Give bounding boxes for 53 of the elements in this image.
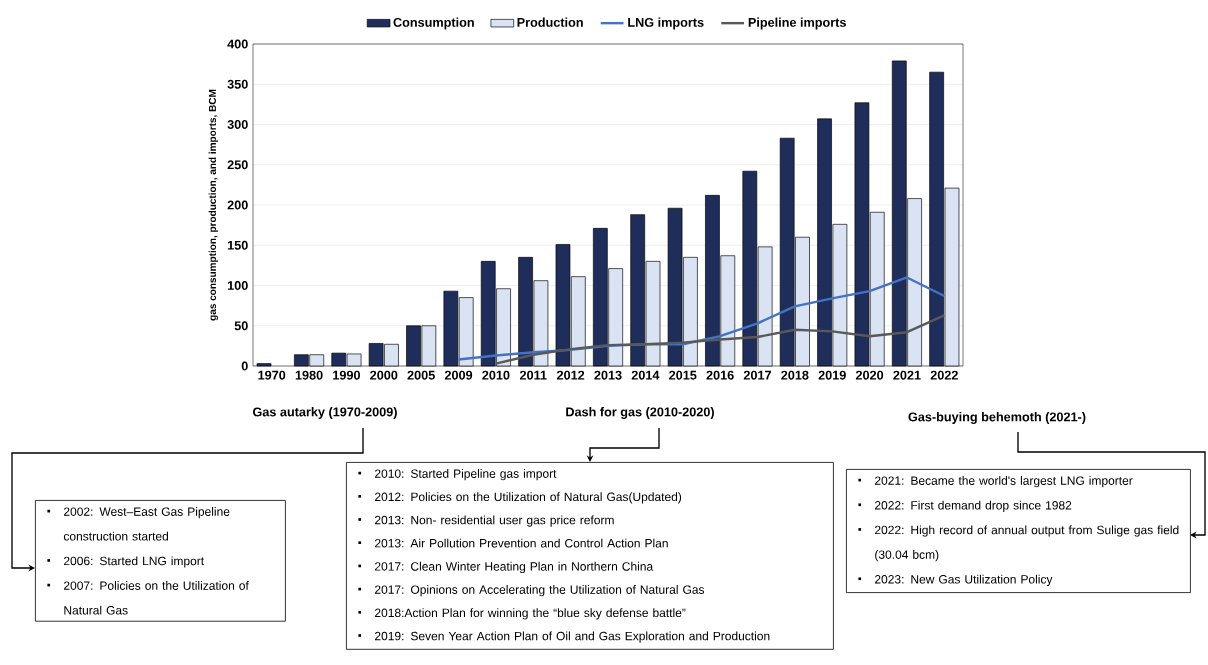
y-tick-label: 300 bbox=[227, 120, 248, 129]
text: Dash for gas (2010-2020) bbox=[566, 407, 714, 419]
text: 2022: High record of annual output from Sulige gas field (30.04 bcm) bbox=[875, 525, 1179, 562]
x-tick-label: 1970 bbox=[258, 370, 286, 380]
text: 2018:Action Plan for winning the “blue sky defense battle” bbox=[375, 608, 686, 620]
x-tick-label: 2011 bbox=[519, 370, 547, 380]
text: 2017: Clean Winter Heating Plan in Northern China bbox=[375, 561, 654, 574]
y-tick-label: 200 bbox=[227, 200, 248, 210]
x-tick-label: 2020 bbox=[855, 370, 884, 380]
legend-label: Pipeline imports bbox=[748, 17, 846, 30]
y-tick-label: 50 bbox=[234, 321, 248, 331]
text: 2006: Started LNG import bbox=[64, 556, 205, 568]
y-tick-label: 250 bbox=[227, 160, 248, 170]
y-axis-title: gas consumption, production, and imports, BCM bbox=[208, 89, 218, 321]
x-tick-label: 1990 bbox=[333, 370, 360, 380]
legend-label: LNG imports bbox=[628, 17, 704, 30]
x-tick-label: 2000 bbox=[370, 370, 398, 380]
x-tick-label: 2009 bbox=[444, 370, 473, 380]
x-tick-label: 2015 bbox=[669, 370, 697, 380]
x-tick-label: 2017 bbox=[743, 370, 771, 380]
y-tick-label: 400 bbox=[227, 39, 248, 49]
x-tick-label: 2005 bbox=[407, 370, 435, 380]
x-tick-label: 2014 bbox=[631, 370, 660, 380]
x-tick-label: 2016 bbox=[706, 370, 734, 380]
text: Gas-buying behemoth (2021-) bbox=[908, 412, 1086, 424]
x-tick-label: 2019 bbox=[818, 370, 846, 380]
text: 2019: Seven Year Action Plan of Oil and Gas Exploration and Production bbox=[375, 631, 770, 643]
x-tick-label: 2013 bbox=[594, 370, 622, 380]
text: 2017: Opinions on Accelerating the Utilization of Natural Gas bbox=[375, 585, 705, 597]
line-series bbox=[494, 314, 946, 365]
text: 2013: Non- residential user gas price reform bbox=[375, 515, 614, 527]
x-tick-label: 2012 bbox=[556, 370, 585, 380]
text: 2023: New Gas Utilization Policy bbox=[875, 574, 1053, 586]
x-tick-label: 2021 bbox=[893, 370, 921, 380]
legend-label: Production bbox=[517, 17, 583, 27]
y-tick-label: 100 bbox=[227, 281, 248, 290]
text: 2021: Became the world's largest LNG importer bbox=[875, 476, 1133, 488]
y-tick-label: 0 bbox=[241, 361, 248, 371]
text: 2002: West–East Gas Pipeline construction started bbox=[63, 507, 230, 541]
y-tick-label: 350 bbox=[227, 79, 248, 89]
x-tick-label: 2018 bbox=[781, 370, 809, 380]
y-tick-label: 150 bbox=[227, 240, 248, 250]
x-tick-label: 2010 bbox=[482, 370, 510, 380]
legend-label: Consumption bbox=[393, 17, 474, 30]
text: 2022: First demand drop since 1982 bbox=[875, 500, 1072, 512]
x-tick-label: 1980 bbox=[295, 370, 323, 380]
text: Gas autarky (1970-2009) bbox=[253, 407, 397, 419]
text: 2013: Air Pollution Prevention and Control Action Plan bbox=[375, 538, 668, 548]
line-series bbox=[457, 276, 946, 361]
text: 2010: Started Pipeline gas import bbox=[375, 469, 557, 481]
text: 2012: Policies on the Utilization of Natural Gas(Updated) bbox=[375, 492, 682, 504]
text: 2007: Policies on the Utilization of Natural Gas bbox=[64, 581, 249, 615]
x-tick-label: 2022 bbox=[930, 370, 958, 380]
